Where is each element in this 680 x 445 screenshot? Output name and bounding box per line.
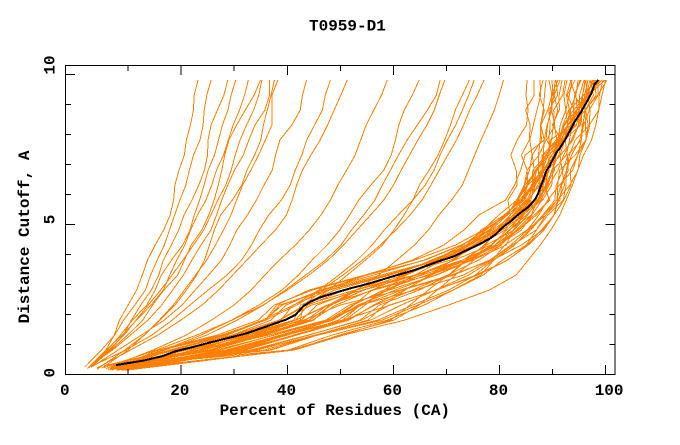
svg-text:40: 40 [277, 382, 296, 400]
svg-text:Distance Cutoff, A: Distance Cutoff, A [16, 150, 34, 323]
svg-text:20: 20 [170, 382, 189, 400]
svg-text:100: 100 [595, 382, 624, 400]
svg-text:T0959-D1: T0959-D1 [309, 17, 386, 35]
svg-text:10: 10 [42, 55, 60, 74]
svg-text:60: 60 [383, 382, 402, 400]
svg-text:0: 0 [42, 368, 60, 378]
svg-text:80: 80 [489, 382, 508, 400]
svg-text:5: 5 [42, 215, 60, 225]
svg-text:0: 0 [60, 382, 70, 400]
svg-text:Percent of Residues (CA): Percent of Residues (CA) [220, 402, 450, 420]
